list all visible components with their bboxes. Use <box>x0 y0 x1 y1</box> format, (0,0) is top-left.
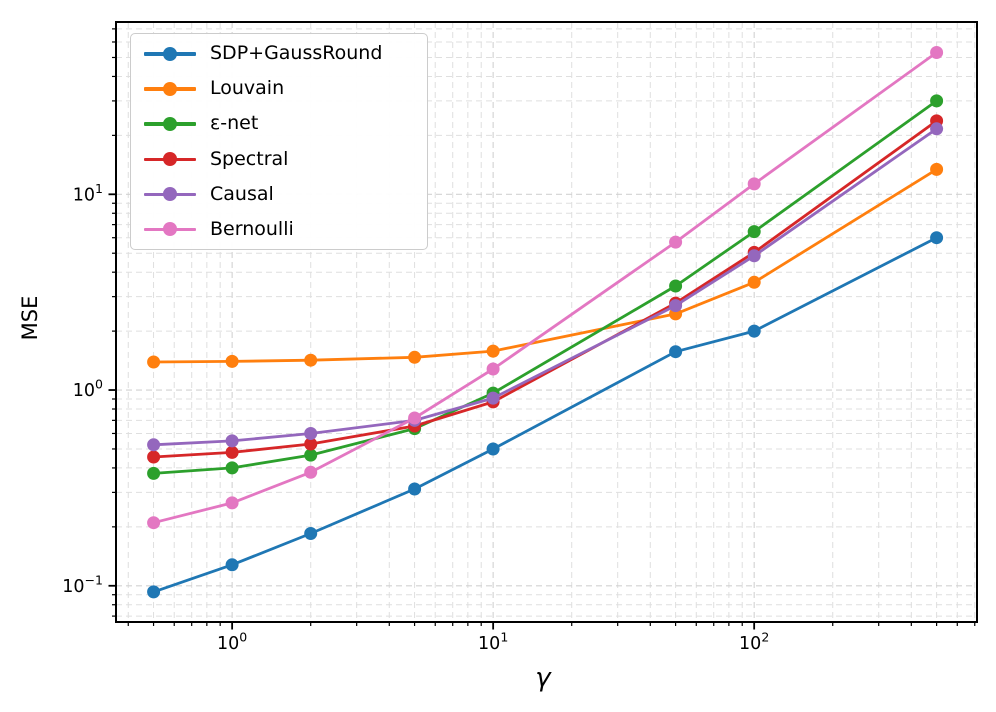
legend-swatch-spectral <box>144 151 196 167</box>
data-point-marker-bernoulli <box>304 465 318 479</box>
data-point-marker-louvain <box>225 354 239 368</box>
data-point-marker-bernoulli <box>930 46 944 59</box>
series-line-louvain <box>153 168 938 364</box>
data-point-marker-causal <box>669 299 683 313</box>
legend-dot-icon <box>163 116 177 131</box>
data-point-marker-sdp-gaussround <box>747 324 761 338</box>
legend-item-causal: Causal <box>144 177 414 212</box>
series-line-causal <box>153 127 938 447</box>
data-point-marker-louvain <box>147 355 161 369</box>
x-tick-label: 101 <box>478 630 508 655</box>
data-point-marker-bernoulli <box>225 496 239 510</box>
data-point-marker-sdp-gaussround <box>408 482 422 496</box>
legend-label-louvain: Louvain <box>210 77 285 100</box>
data-point-marker-e-net <box>669 279 683 293</box>
legend-swatch-louvain <box>144 81 196 97</box>
legend-item-bernoulli: Bernoulli <box>144 212 414 247</box>
legend-dot-icon <box>163 152 177 167</box>
legend-dot-icon <box>163 46 177 61</box>
data-point-marker-e-net <box>147 466 161 480</box>
legend-swatch-sdp-gaussround <box>144 46 196 62</box>
data-point-marker-causal <box>930 122 944 136</box>
data-point-marker-sdp-gaussround <box>486 442 500 456</box>
data-point-marker-causal <box>486 391 500 405</box>
data-point-marker-sdp-gaussround <box>304 527 318 540</box>
x-axis-label: γ <box>535 663 551 693</box>
data-point-marker-louvain <box>747 275 761 289</box>
plot-border <box>115 21 978 623</box>
legend-swatch-bernoulli <box>144 221 196 237</box>
legend-dot-icon <box>163 81 177 96</box>
data-point-marker-louvain <box>408 350 422 364</box>
data-point-marker-spectral <box>225 445 239 459</box>
data-point-marker-bernoulli <box>147 516 161 530</box>
data-point-marker-sdp-gaussround <box>147 585 161 599</box>
y-tick-label: 101 <box>73 181 103 206</box>
legend-label-spectral: Spectral <box>210 147 289 170</box>
series-line-sdp-gaussround <box>153 236 938 594</box>
legend-dot-icon <box>163 222 177 237</box>
x-tick-label: 100 <box>217 630 247 655</box>
legend-dot-icon <box>163 187 177 202</box>
y-tick-label: 10−1 <box>62 572 103 597</box>
series-line-bernoulli <box>153 51 938 525</box>
data-point-marker-sdp-gaussround <box>669 345 683 359</box>
data-point-marker-bernoulli <box>408 411 422 425</box>
series-line-spectral <box>153 119 938 459</box>
legend-swatch-e-net <box>144 116 196 132</box>
data-point-marker-spectral <box>304 437 318 451</box>
y-tick-label: 100 <box>73 377 103 402</box>
series-line-e-net <box>153 99 938 475</box>
data-point-marker-louvain <box>930 162 944 176</box>
legend: SDP+GaussRound Louvain ε-net Spectral Causal… <box>130 33 428 250</box>
legend-label-bernoulli: Bernoulli <box>210 217 294 240</box>
legend-label-sdp-gaussround: SDP+GaussRound <box>210 42 383 65</box>
y-axis-label: MSE <box>18 295 42 341</box>
legend-item-e-net: ε-net <box>144 106 414 141</box>
data-point-marker-e-net <box>747 225 761 239</box>
legend-item-sdp-gaussround: SDP+GaussRound <box>144 36 414 71</box>
data-point-marker-louvain <box>304 353 318 367</box>
data-point-marker-e-net <box>304 448 318 462</box>
data-point-marker-e-net <box>225 461 239 475</box>
data-point-marker-sdp-gaussround <box>930 231 944 245</box>
legend-label-e-net: ε-net <box>210 112 259 135</box>
data-point-marker-spectral <box>147 450 161 464</box>
data-point-marker-e-net <box>930 94 944 108</box>
legend-label-causal: Causal <box>210 182 274 205</box>
data-point-marker-bernoulli <box>486 362 500 376</box>
x-tick-label: 102 <box>739 630 769 655</box>
legend-item-spectral: Spectral <box>144 142 414 177</box>
data-point-marker-causal <box>304 427 318 440</box>
data-point-marker-causal <box>225 434 239 448</box>
data-point-marker-bernoulli <box>669 235 683 249</box>
data-point-marker-louvain <box>486 344 500 358</box>
legend-item-louvain: Louvain <box>144 71 414 106</box>
data-point-marker-causal <box>747 249 761 263</box>
data-point-marker-causal <box>147 438 161 452</box>
data-point-marker-bernoulli <box>747 177 761 191</box>
data-point-marker-sdp-gaussround <box>225 558 239 572</box>
legend-swatch-causal <box>144 186 196 202</box>
